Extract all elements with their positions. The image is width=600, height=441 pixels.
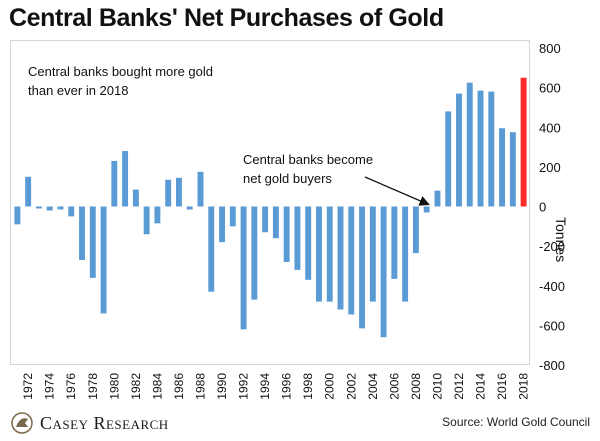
x-tick-label: 1980 xyxy=(107,373,121,400)
bar-1977 xyxy=(79,206,85,260)
bar-2018 xyxy=(520,77,527,207)
x-tick-label: 1976 xyxy=(64,373,78,400)
bar-1986 xyxy=(175,177,182,207)
bar-1976 xyxy=(68,206,75,217)
bar-1987 xyxy=(186,206,193,210)
casey-research-logo: Casey Research xyxy=(10,410,169,436)
bar-2011 xyxy=(445,111,452,207)
bar-1990 xyxy=(219,206,225,243)
bar-1994 xyxy=(262,206,269,233)
annotation-net-buyers-line1: Central banks become xyxy=(243,152,374,167)
bar-1979 xyxy=(100,206,107,314)
plot-area xyxy=(10,40,530,365)
bar-1991 xyxy=(229,206,236,227)
bar-1999 xyxy=(316,206,322,302)
bar-1975 xyxy=(57,206,64,210)
bar-1993 xyxy=(251,206,258,300)
bar-1980 xyxy=(111,160,118,207)
annotation-arrow xyxy=(364,176,430,206)
x-tick-label: 2014 xyxy=(474,373,488,400)
y-tick-label: 600 xyxy=(539,81,561,96)
annotation-record-line1: Central banks bought more gold xyxy=(28,64,214,79)
bar-2015 xyxy=(488,91,495,207)
bar-1995 xyxy=(272,206,279,239)
bar-2017 xyxy=(509,132,516,207)
bar-2013 xyxy=(466,82,473,207)
y-tick-label: -400 xyxy=(539,279,565,294)
x-tick-label: 1972 xyxy=(21,373,35,400)
y-tick-label: 200 xyxy=(539,160,561,175)
bar-2002 xyxy=(348,206,355,315)
bar-2010 xyxy=(434,190,441,207)
casey-logo-icon xyxy=(11,412,33,434)
x-tick-label: 2010 xyxy=(430,373,444,400)
y-tick-label: -800 xyxy=(539,358,565,373)
x-tick-label: 1998 xyxy=(301,373,315,400)
y-tick-label: -200 xyxy=(539,239,565,254)
bar-1984 xyxy=(154,206,161,224)
bar-1997 xyxy=(294,206,301,270)
bar-1992 xyxy=(240,206,247,330)
y-tick-label: 800 xyxy=(539,41,561,56)
bar-1974 xyxy=(46,206,53,211)
bar-2014 xyxy=(477,90,484,207)
x-tick-label: 1984 xyxy=(150,373,164,400)
bar-1983 xyxy=(143,206,150,235)
x-tick-label: 1986 xyxy=(172,373,186,400)
bar-1973 xyxy=(35,206,42,209)
bar-1981 xyxy=(122,151,129,207)
bar-2016 xyxy=(499,128,506,207)
x-tick-label: 1978 xyxy=(86,373,100,400)
x-tick-label: 2006 xyxy=(387,373,401,400)
casey-logo-text: Casey Research xyxy=(40,412,169,433)
x-tick-label: 1992 xyxy=(237,373,251,400)
annotation-record-line2: than ever in 2018 xyxy=(28,83,129,98)
x-tick-label: 2002 xyxy=(344,373,358,400)
bar-2012 xyxy=(456,93,462,207)
x-tick-label: 1974 xyxy=(43,373,57,400)
bar-2000 xyxy=(326,206,333,302)
x-tick-label: 1982 xyxy=(129,373,143,400)
bar-1982 xyxy=(132,189,139,207)
x-tick-label: 2000 xyxy=(323,373,337,400)
x-tick-label: 1990 xyxy=(215,373,229,400)
y-axis-label: Tonnes xyxy=(553,217,569,263)
x-tick-label: 2004 xyxy=(366,373,380,400)
bar-1988 xyxy=(197,171,204,207)
x-tick-label: 2016 xyxy=(495,373,509,400)
bar-2006 xyxy=(391,206,398,279)
bar-1972 xyxy=(25,176,32,207)
y-tick-label: -600 xyxy=(539,318,565,333)
bar-1978 xyxy=(89,206,96,278)
source-note: Source: World Gold Council xyxy=(442,415,590,429)
bar-2005 xyxy=(380,206,387,338)
annotation-record-2018: Central banks bought more gold than ever… xyxy=(28,62,213,100)
x-tick-label: 2012 xyxy=(452,373,466,400)
bar-2003 xyxy=(359,206,366,329)
bar-2009 xyxy=(423,206,430,213)
bar-1989 xyxy=(208,206,215,292)
annotation-net-buyers-line2: net gold buyers xyxy=(243,171,332,186)
y-tick-label: 0 xyxy=(539,200,546,215)
bar-2004 xyxy=(369,206,376,302)
x-tick-label: 1994 xyxy=(258,373,272,400)
bar-1998 xyxy=(305,206,312,280)
x-tick-label: 2018 xyxy=(517,373,531,400)
x-tick-label: 1988 xyxy=(194,373,208,400)
y-tick-label: 400 xyxy=(539,120,561,135)
bar-2007 xyxy=(402,206,409,302)
bar-1996 xyxy=(283,206,290,262)
bar-1985 xyxy=(165,179,172,207)
bar-2001 xyxy=(337,206,344,310)
x-tick-label: 2008 xyxy=(409,373,423,400)
chart-title: Central Banks' Net Purchases of Gold xyxy=(9,4,444,32)
x-tick-label: 1996 xyxy=(280,373,294,400)
bar-2008 xyxy=(412,206,419,254)
bar-1971 xyxy=(14,206,21,225)
annotation-net-buyers: Central banks become net gold buyers xyxy=(243,150,373,188)
